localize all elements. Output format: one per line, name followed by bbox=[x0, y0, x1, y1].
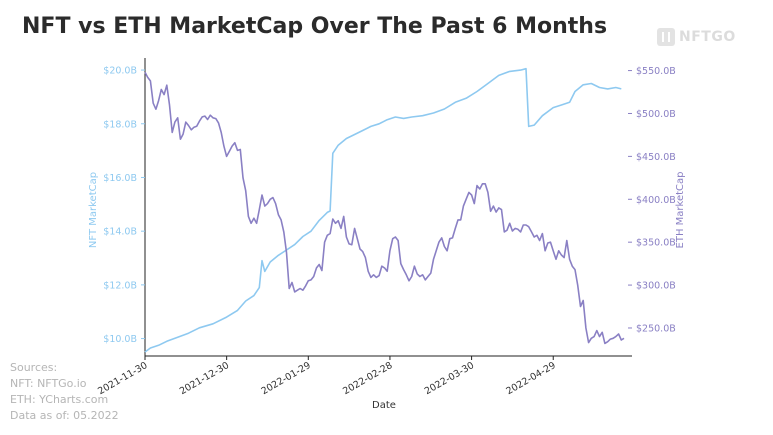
left-tick-label: $16.0B bbox=[103, 173, 137, 184]
x-axis: 2021-11-30 2021-12-30 2022-01-29 2022-02-28… bbox=[96, 356, 558, 397]
data-as-of: Data as of: 05.2022 bbox=[10, 409, 119, 422]
left-tick-label: $20.0B bbox=[103, 66, 137, 77]
source-nft: NFT: NFTGo.io bbox=[10, 377, 87, 390]
right-tick-label: $550.0B bbox=[636, 66, 676, 77]
left-y-axis-label: NFT MarketCap bbox=[88, 172, 99, 248]
left-tick-label: $10.0B bbox=[103, 334, 137, 345]
x-tick-label: 2021-12-30 bbox=[178, 360, 231, 397]
series-layer bbox=[144, 67, 625, 353]
right-tick-label: $250.0B bbox=[636, 323, 676, 334]
right-y-axis: $250.0B $300.0B $350.0B $400.0B $450.0B $500.… bbox=[628, 66, 676, 334]
page-title: NFT vs ETH MarketCap Over The Past 6 Mon… bbox=[22, 14, 608, 39]
right-tick-label: $350.0B bbox=[636, 238, 676, 249]
left-tick-label: $14.0B bbox=[103, 227, 137, 238]
right-y-axis-label: ETH MarketCap bbox=[675, 172, 686, 249]
right-tick-label: $500.0B bbox=[636, 109, 676, 120]
right-tick-label: $300.0B bbox=[636, 281, 676, 292]
plot-frame bbox=[144, 58, 632, 357]
sources-heading: Sources: bbox=[10, 361, 58, 374]
left-y-axis: $10.0B $12.0B $14.0B $16.0B $18.0B $20.0B bbox=[103, 66, 145, 345]
nft-marketcap-line bbox=[144, 67, 622, 353]
x-tick-label: 2022-03-30 bbox=[423, 360, 476, 397]
brand-logo: NFTGO bbox=[657, 28, 736, 46]
source-eth: ETH: YCharts.com bbox=[10, 393, 109, 406]
right-tick-label: $450.0B bbox=[636, 152, 676, 163]
x-tick-label: 2022-02-28 bbox=[341, 360, 394, 397]
sources-block: Sources: NFT: NFTGo.io ETH: YCharts.com … bbox=[10, 360, 119, 424]
eth-marketcap-line bbox=[144, 71, 625, 345]
left-tick-label: $12.0B bbox=[103, 280, 137, 291]
brand-name: NFTGO bbox=[679, 29, 736, 45]
left-tick-label: $18.0B bbox=[103, 119, 137, 130]
x-tick-label: 2022-04-29 bbox=[504, 360, 557, 397]
nftgo-logo-icon bbox=[657, 28, 675, 46]
x-axis-label: Date bbox=[372, 400, 396, 411]
right-tick-label: $400.0B bbox=[636, 195, 676, 206]
x-tick-label: 2022-01-29 bbox=[259, 360, 312, 397]
